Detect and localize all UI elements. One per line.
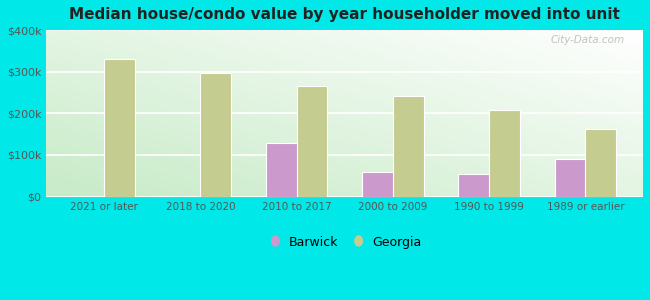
Text: City-Data.com: City-Data.com (551, 35, 625, 45)
Bar (296, 86, 328, 196)
Bar (554, 159, 585, 196)
Bar (266, 143, 296, 197)
Bar (104, 59, 135, 196)
Bar (458, 175, 489, 196)
Title: Median house/condo value by year householder moved into unit: Median house/condo value by year househo… (70, 7, 620, 22)
Bar (393, 96, 424, 196)
Legend: Barwick, Georgia: Barwick, Georgia (263, 230, 426, 254)
Bar (362, 172, 393, 197)
Bar (489, 110, 520, 196)
Bar (585, 129, 616, 196)
Bar (200, 73, 231, 196)
